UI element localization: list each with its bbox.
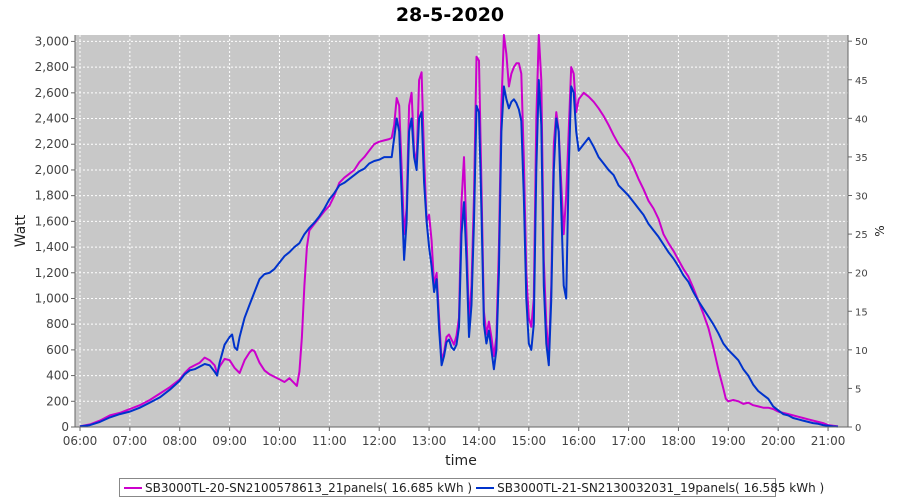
- y2-tick-label: 0: [855, 423, 861, 434]
- y-axis-title: Watt: [13, 214, 29, 247]
- x-tick-label: 18:00: [661, 434, 696, 448]
- y-tick-label: 600: [46, 343, 69, 357]
- series-line-2: [79, 79, 839, 428]
- tick-labels: 06:00 07:00 08:00 09:00 10:00 11:00 12:00 13:00…: [35, 34, 868, 448]
- y-tick-label: 1,400: [35, 240, 69, 254]
- x-tick-label: 11:00: [312, 434, 347, 448]
- legend-item-series-1: SB3000TL-20-SN2100578613_21panels( 16.68…: [120, 481, 472, 495]
- series-line-1: [79, 34, 839, 428]
- x-tick-label: 10:00: [262, 434, 297, 448]
- x-tick-label: 20:00: [761, 434, 796, 448]
- x-tick-label: 19:00: [711, 434, 746, 448]
- legend-label-series-2: SB3000TL-21-SN2130032031_19panels( 16.58…: [497, 480, 825, 495]
- y2-tick-label: 45: [855, 76, 868, 87]
- y-tick-label: 200: [46, 394, 69, 408]
- y-tick-label: 2,800: [35, 60, 69, 74]
- y2-tick-label: 50: [855, 37, 868, 48]
- y2-tick-label: 25: [855, 230, 868, 241]
- y2-tick-label: 30: [855, 192, 868, 203]
- x-tick-label: 21:00: [811, 434, 846, 448]
- x-tick-label: 16:00: [561, 434, 596, 448]
- x-tick-label: 15:00: [512, 434, 547, 448]
- y-tick-label: 1,800: [35, 189, 69, 203]
- y2-tick-label: 35: [855, 153, 868, 164]
- y-tick-label: 1,000: [35, 291, 69, 305]
- y2-tick-label: 10: [855, 346, 868, 357]
- y-tick-label: 3,000: [35, 34, 69, 48]
- y-tick-label: 1,200: [35, 266, 69, 280]
- y-tick-label: 800: [46, 317, 69, 331]
- x-tick-label: 08:00: [162, 434, 197, 448]
- y2-tick-label: 15: [855, 307, 868, 318]
- y2-tick-label: 5: [855, 384, 861, 395]
- legend-label-series-1: SB3000TL-20-SN2100578613_21panels( 16.68…: [145, 480, 473, 495]
- x-tick-label: 13:00: [412, 434, 447, 448]
- y-tick-label: 2,600: [35, 86, 69, 100]
- series-layer: [79, 34, 839, 428]
- x-axis-title: time: [445, 453, 477, 469]
- y2-tick-label: 40: [855, 114, 868, 125]
- x-tick-label: 17:00: [611, 434, 646, 448]
- x-tick-label: 14:00: [462, 434, 497, 448]
- x-tick-label: 09:00: [212, 434, 247, 448]
- y-tick-label: 2,400: [35, 112, 69, 126]
- legend-item-series-2: SB3000TL-21-SN2130032031_19panels( 16.58…: [472, 481, 824, 495]
- legend-swatch-series-2: [476, 486, 495, 489]
- x-tick-label: 12:00: [362, 434, 397, 448]
- y-tick-label: 1,600: [35, 214, 69, 228]
- y2-tick-label: 20: [855, 269, 868, 280]
- legend: SB3000TL-20-SN2100578613_21panels( 16.68…: [119, 478, 824, 497]
- y2-axis-title: %: [873, 225, 887, 236]
- y-tick-label: 0: [61, 420, 69, 434]
- x-tick-label: 07:00: [113, 434, 148, 448]
- y-tick-label: 2,000: [35, 163, 69, 177]
- chart-title: 28-5-2020: [396, 4, 504, 26]
- legend-swatch-series-1: [124, 486, 142, 489]
- x-tick-label: 06:00: [63, 434, 98, 448]
- y-tick-label: 2,200: [35, 137, 69, 151]
- y-tick-label: 400: [46, 369, 69, 383]
